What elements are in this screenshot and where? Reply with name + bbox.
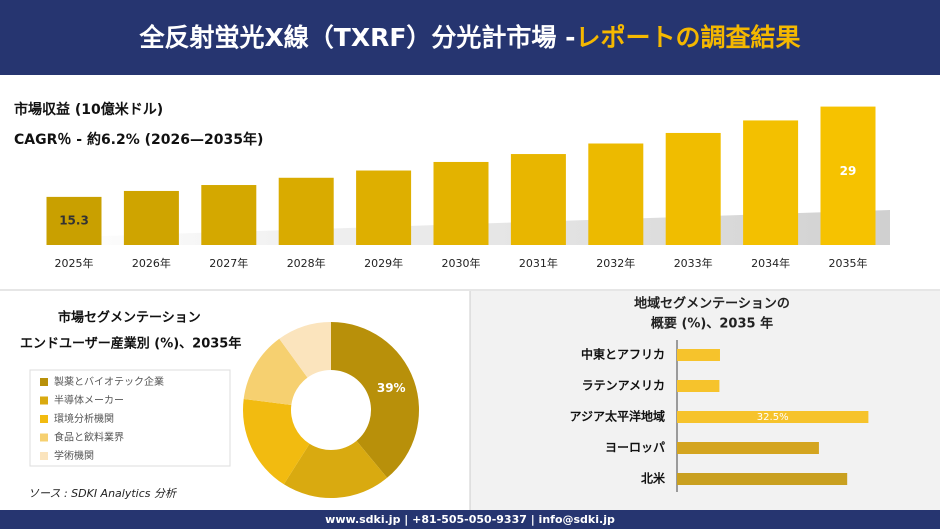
legend-label: 半導体メーカー bbox=[54, 394, 124, 407]
donut-segment bbox=[243, 338, 308, 405]
x-tick-label: 2025年 bbox=[55, 256, 94, 270]
header-bar bbox=[0, 0, 940, 75]
x-tick-label: 2028年 bbox=[287, 256, 326, 270]
y-tick-label: 中東とアフリカ bbox=[581, 347, 665, 362]
bar bbox=[677, 349, 720, 361]
bar bbox=[123, 190, 179, 245]
x-tick-label: 2032年 bbox=[596, 256, 635, 270]
bar bbox=[677, 411, 869, 423]
y-tick-label: ヨーロッパ bbox=[605, 441, 665, 455]
bar bbox=[677, 473, 848, 485]
bar bbox=[510, 154, 566, 245]
x-tick-label: 2030年 bbox=[442, 256, 481, 270]
x-tick-label: 2031年 bbox=[519, 256, 558, 270]
chart-title: エンドユーザー産業別 (%)、2035年 bbox=[20, 336, 241, 352]
x-tick-label: 2026年 bbox=[132, 256, 171, 270]
source: ソース : SDKI Analytics 分析 bbox=[28, 487, 178, 500]
legend-swatch bbox=[40, 415, 48, 423]
title-accent: レポートの調査結果 bbox=[576, 23, 801, 52]
legend-swatch bbox=[40, 452, 48, 460]
y-tick-label: ラテンアメリカ bbox=[582, 379, 665, 393]
chart-title: CAGR％ - 約6.2% (2026—2035年) bbox=[14, 131, 263, 148]
bar bbox=[677, 442, 819, 454]
donut-segment bbox=[279, 322, 331, 378]
bar bbox=[665, 132, 721, 245]
donut-segment bbox=[283, 440, 388, 498]
bar bbox=[433, 161, 489, 245]
bar bbox=[743, 120, 799, 245]
legend-swatch bbox=[40, 378, 48, 386]
legend-label: 製薬とバイオテック企業 bbox=[54, 375, 164, 388]
chart-title: 概要 (%)、2035 年 bbox=[651, 316, 773, 332]
bar bbox=[278, 177, 334, 245]
chart-title: 地域セグメンテーションの bbox=[634, 296, 790, 312]
y-tick-label: アジア太平洋地域 bbox=[569, 409, 665, 424]
x-tick-label: 2034年 bbox=[751, 256, 790, 270]
header-title: 全反射蛍光X線（TXRF）分光計市場 -レポートの調査結果 bbox=[138, 23, 800, 52]
footer: www.sdki.jp | +81-505-050-9337 | info@sd… bbox=[325, 513, 615, 526]
bar bbox=[677, 380, 720, 392]
legend-label: 食品と飲料業界 bbox=[54, 431, 124, 444]
legend-label: 環境分析機関 bbox=[54, 412, 114, 425]
chart-title: 市場セグメンテーション bbox=[58, 310, 201, 326]
donut-segment bbox=[331, 322, 420, 478]
bar bbox=[201, 185, 257, 245]
value-label: 32.5% bbox=[757, 412, 789, 423]
bar bbox=[820, 106, 876, 245]
title-main: 全反射蛍光X線（TXRF）分光計市場 - bbox=[138, 23, 575, 52]
donut-segment bbox=[243, 398, 310, 485]
value-label: 15.3 bbox=[59, 213, 89, 227]
bar bbox=[46, 196, 102, 245]
x-tick-label: 2033年 bbox=[674, 256, 713, 270]
legend-swatch bbox=[40, 396, 48, 405]
x-tick-label: 2035年 bbox=[829, 256, 868, 270]
x-tick-label: 2029年 bbox=[364, 256, 403, 270]
bar bbox=[588, 143, 644, 245]
chart-title: 市場収益 (10億米ドル) bbox=[14, 101, 163, 118]
value-label: 29 bbox=[840, 164, 857, 178]
value-label: 39% bbox=[377, 381, 406, 395]
y-tick-label: 北米 bbox=[641, 471, 666, 486]
legend-swatch bbox=[40, 433, 48, 442]
legend-label: 学術機関 bbox=[54, 449, 94, 462]
legend-box bbox=[29, 369, 231, 467]
footer-bar bbox=[0, 510, 940, 529]
bar bbox=[356, 170, 412, 245]
x-tick-label: 2027年 bbox=[209, 256, 248, 270]
